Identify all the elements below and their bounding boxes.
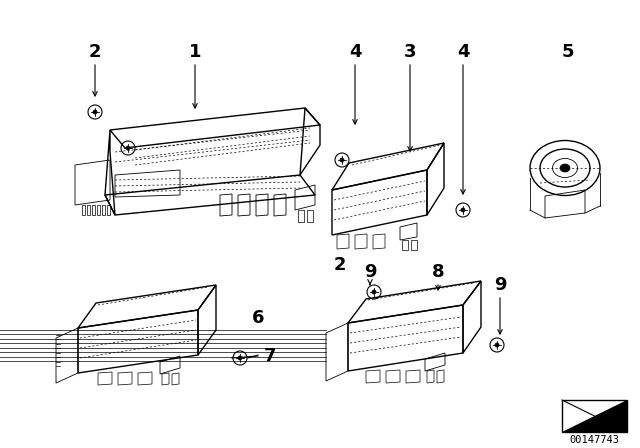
Circle shape (340, 158, 344, 162)
Text: 4: 4 (457, 43, 469, 61)
Text: 2: 2 (333, 256, 346, 274)
Circle shape (372, 290, 376, 294)
Text: 6: 6 (252, 309, 264, 327)
Text: 9: 9 (493, 276, 506, 294)
Text: 8: 8 (432, 263, 444, 281)
Circle shape (495, 343, 499, 347)
Text: 1: 1 (189, 43, 201, 61)
Text: 4: 4 (349, 43, 361, 61)
Text: 7: 7 (264, 347, 276, 365)
Text: 5: 5 (562, 43, 574, 61)
Text: 9: 9 (364, 263, 376, 281)
Text: 3: 3 (404, 43, 416, 61)
Circle shape (461, 208, 465, 212)
Circle shape (126, 146, 130, 150)
Circle shape (93, 110, 97, 114)
Polygon shape (562, 400, 627, 432)
Ellipse shape (560, 164, 570, 172)
Bar (562, 400, 627, 432)
Text: 00147743: 00147743 (569, 435, 619, 445)
Text: 2: 2 (89, 43, 101, 61)
Circle shape (238, 356, 242, 360)
